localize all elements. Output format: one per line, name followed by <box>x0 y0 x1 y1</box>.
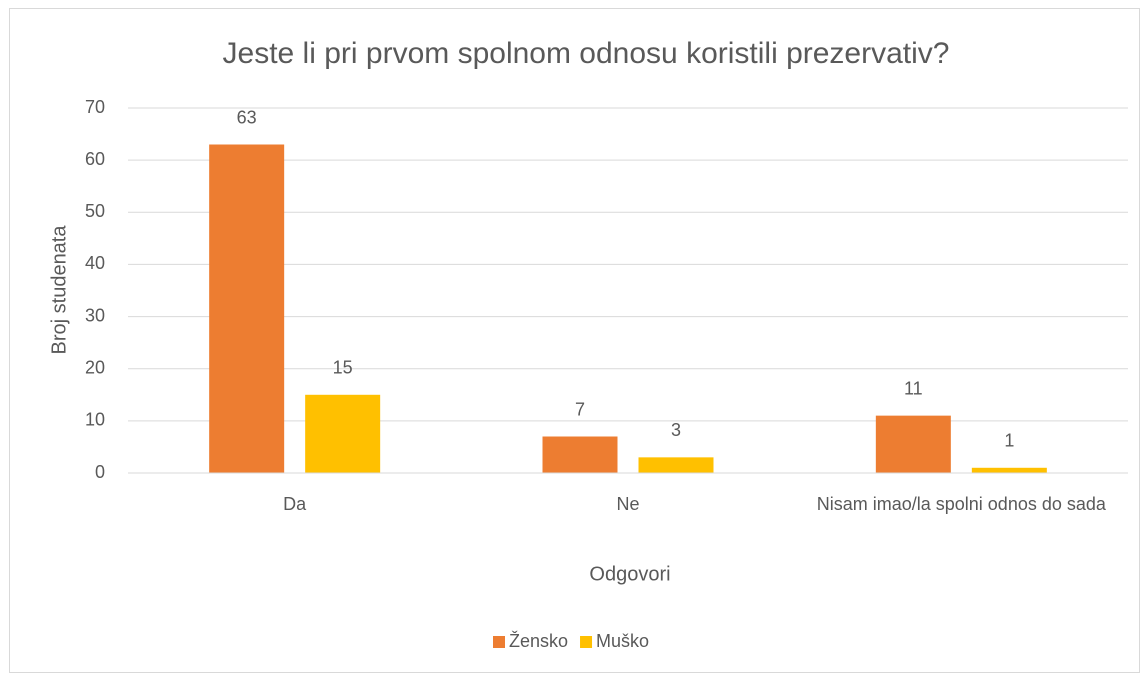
x-axis-label: Odgovori <box>589 563 670 585</box>
x-tick-label: Da <box>283 494 307 514</box>
data-label: 3 <box>671 420 681 440</box>
x-tick-label-box: Ne <box>616 494 640 514</box>
legend-label: Žensko <box>509 631 568 651</box>
legend-swatch <box>493 636 505 648</box>
bar <box>542 436 618 473</box>
y-tick-label: 20 <box>85 357 105 377</box>
data-label: 63 <box>237 107 257 127</box>
bar <box>875 415 951 473</box>
y-tick-label: 0 <box>95 462 105 482</box>
y-tick-label: 50 <box>85 201 105 221</box>
bar <box>209 144 285 473</box>
legend-label: Muško <box>596 631 649 651</box>
chart-frame <box>9 8 1140 673</box>
data-label: 15 <box>333 358 353 378</box>
x-tick-label: Nisam imao/la spolni odnos do sada <box>816 494 1106 514</box>
y-tick-label: 10 <box>85 410 105 430</box>
y-tick-label: 60 <box>85 149 105 169</box>
y-axis-label: Broj studenata <box>48 225 70 355</box>
data-label: 1 <box>1004 431 1014 451</box>
bar <box>305 394 381 473</box>
x-tick-label-box: Da <box>283 494 307 514</box>
data-label: 11 <box>904 378 923 398</box>
data-label: 7 <box>575 399 585 419</box>
y-tick-label: 40 <box>85 253 105 273</box>
bar <box>971 467 1047 473</box>
chart-title: Jeste li pri prvom spolnom odnosu korist… <box>223 37 950 70</box>
x-tick-label: Ne <box>616 494 640 514</box>
x-tick-label-box: Nisam imao/la spolni odnos do sada <box>816 494 1106 514</box>
y-tick-label: 70 <box>85 97 105 117</box>
bar <box>638 457 714 473</box>
legend-swatch <box>580 636 593 648</box>
y-tick-label: 30 <box>85 305 105 325</box>
